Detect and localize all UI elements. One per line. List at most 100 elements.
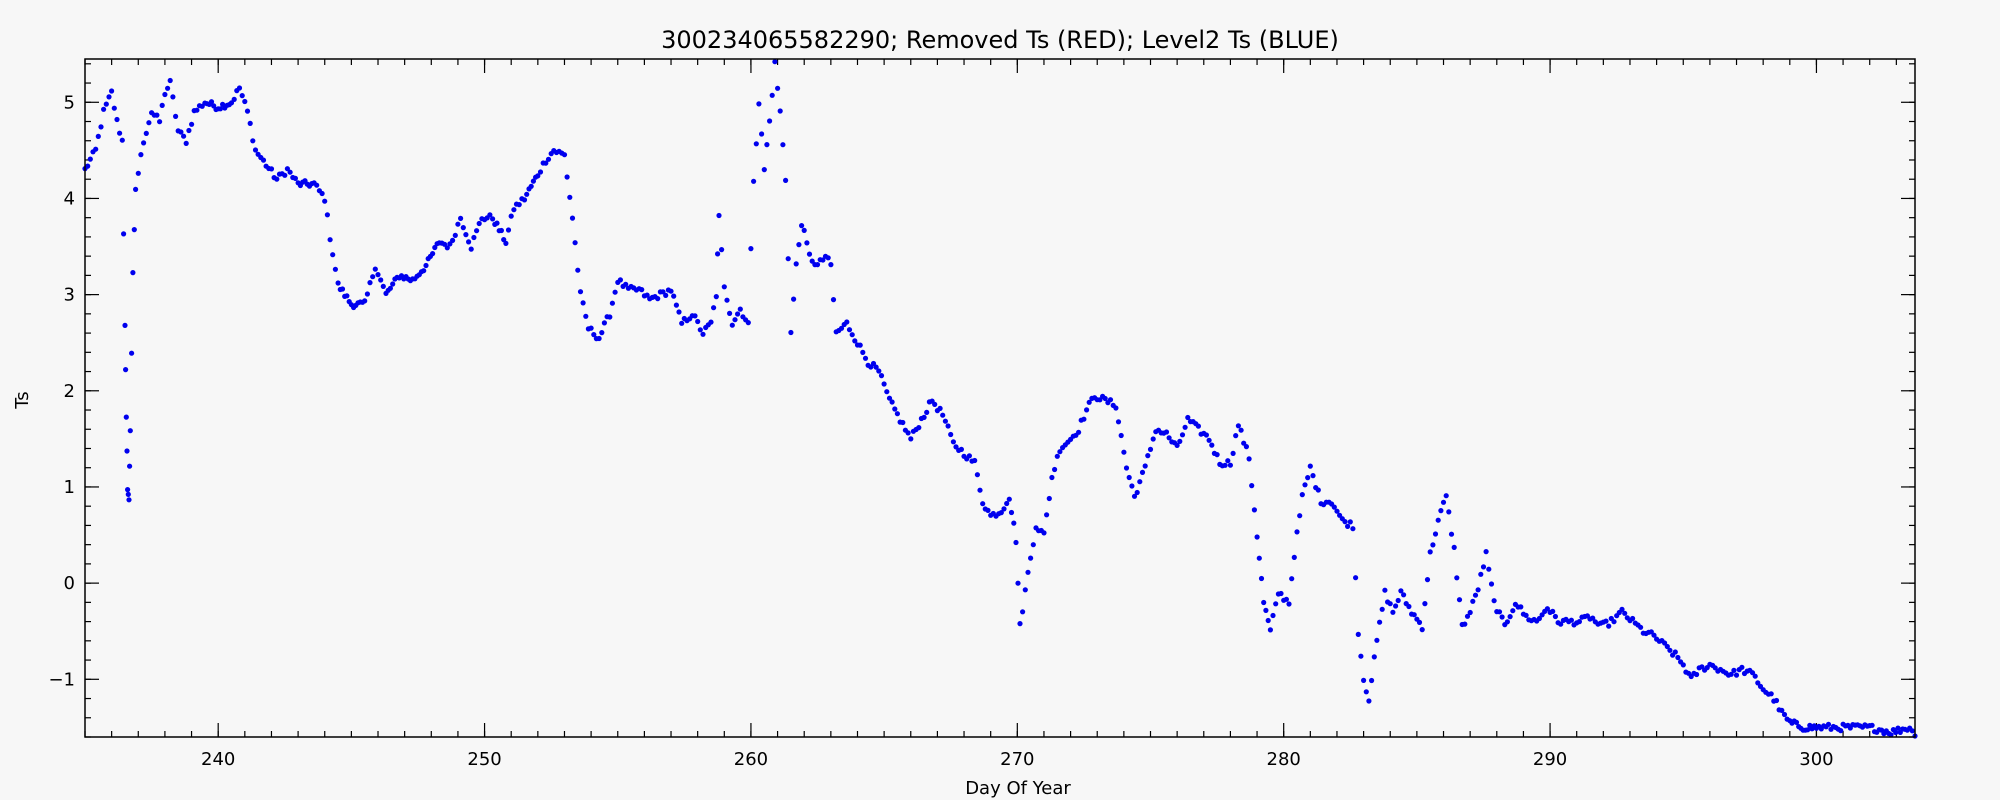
data-point (599, 330, 605, 336)
data-point (1893, 729, 1899, 736)
data-point (948, 431, 954, 438)
data-point (474, 228, 480, 234)
data-point (114, 116, 120, 123)
data-point (804, 240, 810, 246)
data-point (1619, 606, 1625, 613)
data-point (775, 85, 781, 91)
data-point (1057, 449, 1063, 455)
data-point (1568, 617, 1574, 623)
chart-title: 300234065582290; Removed Ts (RED); Level… (661, 26, 1339, 54)
data-point (247, 120, 253, 126)
data-point (886, 395, 893, 401)
data-point (1030, 542, 1036, 548)
data-point (1203, 432, 1209, 438)
data-point (239, 93, 245, 99)
data-point (319, 190, 325, 197)
data-point (1369, 677, 1375, 684)
data-point (844, 319, 850, 325)
data-point (1011, 520, 1017, 526)
data-point (953, 444, 959, 450)
data-point (284, 166, 290, 172)
data-point (737, 306, 743, 312)
data-point (1017, 621, 1023, 627)
data-point (1246, 456, 1252, 462)
data-point (1286, 601, 1292, 607)
data-point (1139, 469, 1146, 475)
data-point (1430, 542, 1436, 548)
data-point (1145, 453, 1151, 459)
data-point (676, 309, 682, 315)
data-point (764, 142, 770, 148)
data-point (1251, 507, 1257, 513)
data-point (596, 335, 602, 342)
data-point (788, 329, 794, 336)
data-point (1694, 671, 1700, 678)
data-point (528, 183, 534, 189)
data-point (143, 130, 149, 136)
data-point (1773, 697, 1780, 704)
data-point (660, 289, 666, 295)
data-point (1662, 640, 1668, 646)
data-point (1576, 619, 1582, 625)
data-point (1307, 463, 1313, 469)
data-point (501, 237, 507, 243)
data-point (244, 108, 251, 114)
data-point (1347, 519, 1353, 525)
data-point (564, 174, 570, 180)
data-point (700, 331, 706, 337)
data-point (721, 284, 727, 290)
data-point (430, 251, 436, 257)
data-point (1838, 728, 1844, 734)
data-point (1230, 450, 1236, 456)
data-point (1249, 483, 1255, 489)
data-point (583, 313, 589, 319)
data-point (1297, 513, 1303, 519)
data-point (322, 198, 328, 204)
data-point (183, 140, 189, 146)
data-point (1015, 580, 1021, 586)
data-point (713, 294, 719, 300)
data-point (1150, 436, 1156, 442)
data-point (1606, 623, 1612, 629)
data-point (1651, 632, 1657, 638)
data-point (1315, 487, 1321, 493)
axis-ticks (84, 59, 1915, 738)
data-point (339, 286, 346, 292)
data-point (1174, 442, 1180, 448)
data-point (1401, 592, 1407, 598)
data-point (1395, 597, 1401, 604)
data-point (87, 156, 93, 162)
data-point (1377, 619, 1383, 625)
data-point (421, 268, 427, 274)
data-point (154, 112, 160, 118)
data-point (655, 296, 661, 302)
data-point (157, 119, 163, 125)
data-point (1054, 453, 1060, 459)
data-point (1142, 463, 1148, 469)
data-point (103, 101, 109, 107)
y-tick-label: −1 (48, 669, 75, 690)
data-point (756, 101, 762, 107)
data-point (1076, 429, 1082, 435)
data-point (490, 216, 496, 222)
data-point (1013, 539, 1019, 546)
data-point (609, 300, 616, 306)
data-point (572, 240, 578, 246)
data-point (801, 227, 807, 233)
data-point (692, 313, 698, 319)
data-point (1752, 673, 1758, 679)
data-point (123, 414, 129, 420)
data-point (458, 215, 464, 221)
data-point (1350, 526, 1356, 532)
data-point (974, 472, 981, 478)
data-point (697, 327, 703, 333)
data-point (998, 509, 1004, 516)
data-point (511, 207, 517, 213)
data-point (1664, 643, 1670, 650)
data-point (129, 350, 135, 356)
y-axis-label: Ts (12, 391, 33, 409)
data-point (130, 270, 136, 276)
data-point (644, 292, 650, 298)
data-point (189, 121, 195, 127)
data-point (1888, 732, 1894, 738)
